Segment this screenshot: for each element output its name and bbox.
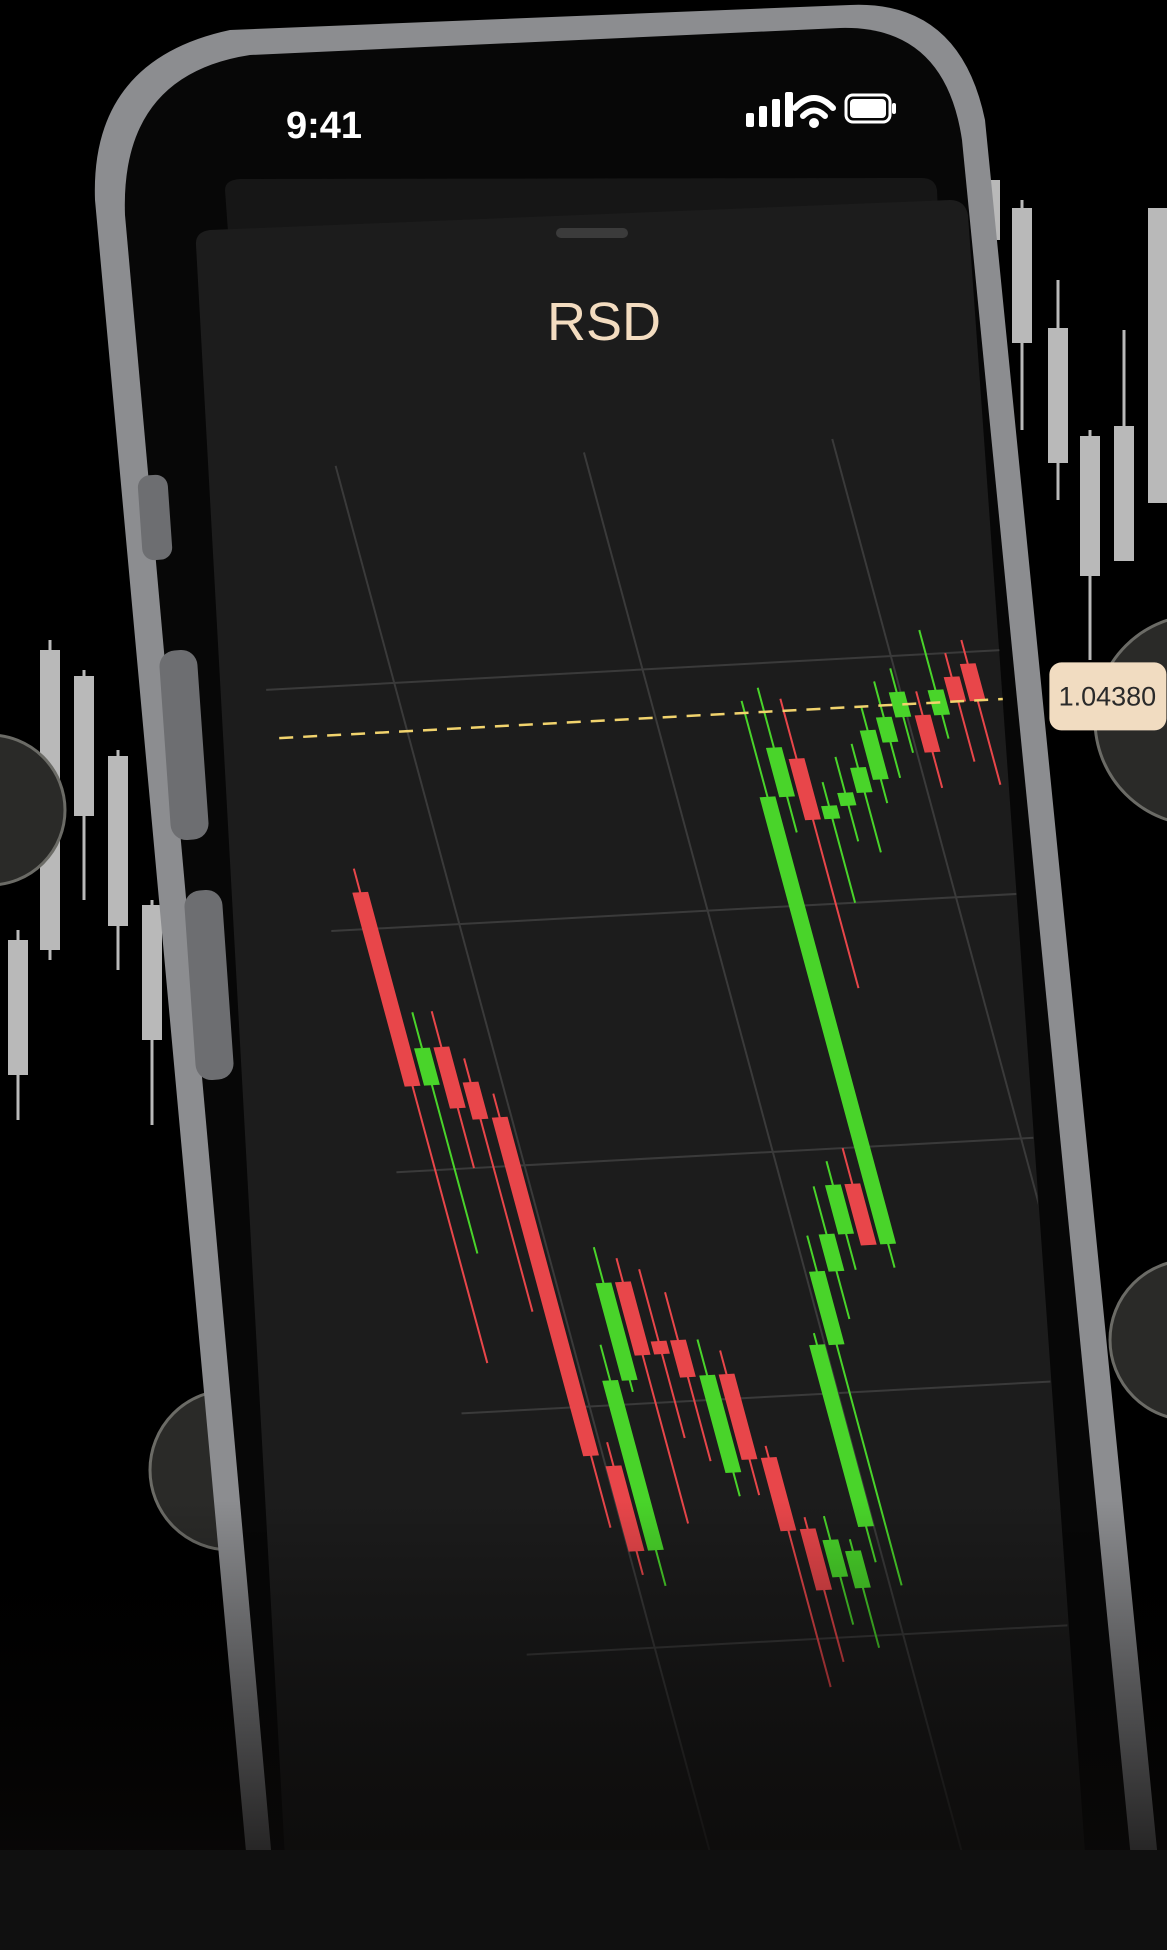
candle-down[interactable] (352, 868, 489, 1364)
candle-up[interactable] (411, 1012, 479, 1254)
candle-body (914, 714, 941, 753)
last-price-badge-bg (1049, 662, 1167, 731)
candle-up[interactable] (812, 1186, 851, 1320)
candle-up[interactable] (859, 706, 889, 804)
candle-body (433, 1046, 466, 1109)
candle-up[interactable] (850, 743, 882, 853)
candle-down[interactable] (943, 652, 976, 762)
candle-up[interactable] (696, 1339, 742, 1497)
last-price-line (279, 694, 1056, 740)
grid-line-v (831, 438, 1090, 1839)
candle-body (875, 716, 899, 743)
status-time: 9:41 (286, 105, 362, 147)
candle-down[interactable] (614, 1257, 690, 1524)
candle-body (859, 729, 889, 780)
candle-up[interactable] (824, 1160, 857, 1270)
candle-body (614, 1281, 651, 1356)
candle-body (765, 747, 796, 798)
last-price-badge: 1.04380 (1049, 662, 1167, 731)
candle-body (414, 1047, 440, 1086)
candle-body (850, 767, 873, 793)
status-bar: 9:41 (286, 92, 896, 147)
candle-body (788, 758, 821, 821)
candle-up[interactable] (821, 781, 857, 903)
candle-body (352, 891, 421, 1087)
wifi-icon (792, 95, 836, 128)
candle-body (699, 1374, 742, 1474)
candle-wick (821, 781, 857, 903)
last-price-label: 1.04380 (1059, 681, 1157, 711)
candle-up[interactable] (873, 681, 902, 779)
grid-line-h (266, 646, 1043, 691)
candle-body (888, 691, 912, 718)
candle-down[interactable] (430, 1011, 475, 1169)
candle-up[interactable] (740, 700, 897, 1268)
candle-body (650, 1340, 670, 1355)
grid-line-h (331, 888, 1090, 933)
candle-up[interactable] (592, 1246, 638, 1393)
y-tick-label: 1.04300 (1115, 875, 1167, 905)
candle-body (718, 1373, 758, 1460)
candle-down[interactable] (779, 698, 860, 989)
signal-icon (746, 92, 793, 127)
candle-wick (944, 652, 976, 762)
candle-down[interactable] (718, 1350, 761, 1496)
candle-down[interactable] (664, 1292, 712, 1462)
candle-body (670, 1339, 696, 1378)
candle-body (808, 1270, 845, 1346)
sheet-handle[interactable] (556, 228, 628, 238)
candle-wick (850, 743, 882, 853)
candle-wick (779, 698, 860, 989)
candle-down[interactable] (491, 1093, 612, 1528)
candle-body (759, 796, 897, 1245)
candle-body (824, 1184, 855, 1235)
candle-wick (918, 629, 950, 739)
candle-body (821, 805, 841, 820)
last-price-dashed-line (279, 694, 1056, 740)
candle-body (818, 1233, 845, 1272)
candle-down[interactable] (914, 691, 944, 789)
candle-up[interactable] (834, 756, 860, 842)
candle-body (491, 1116, 599, 1457)
candle-up[interactable] (888, 668, 914, 754)
candle-body (462, 1081, 489, 1120)
battery-icon (844, 93, 896, 124)
candle-down[interactable] (462, 1058, 534, 1312)
candle-body (943, 676, 967, 703)
candle-body (844, 1183, 877, 1246)
candle-body (837, 792, 857, 807)
chart-title: RSD (547, 292, 661, 352)
candle-down[interactable] (841, 1147, 877, 1246)
candle-down[interactable] (638, 1268, 686, 1439)
candle-body (595, 1282, 638, 1381)
bottom-shadow (0, 1850, 1167, 1950)
